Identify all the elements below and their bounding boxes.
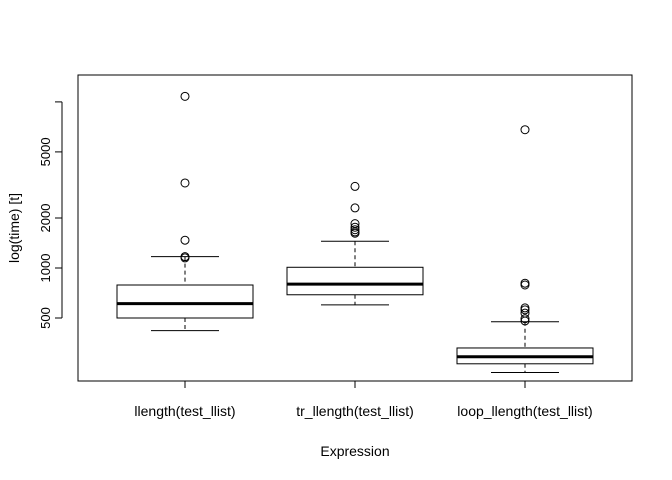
box-iqr bbox=[116, 284, 254, 319]
outlier-point bbox=[350, 219, 360, 229]
x-tick-label: llength(test_llist) bbox=[134, 403, 235, 419]
y-tick-label: 500 bbox=[38, 307, 53, 329]
outlier-point bbox=[520, 280, 530, 290]
x-tick-label: loop_llength(test_llist) bbox=[457, 403, 592, 419]
outlier-point bbox=[180, 91, 190, 101]
y-tick-label: 5000 bbox=[38, 137, 53, 166]
y-tick-label: 2000 bbox=[38, 204, 53, 233]
outlier-point bbox=[520, 303, 530, 313]
y-axis: 500 1000 2000 5000 bbox=[38, 101, 63, 329]
outlier-point bbox=[350, 222, 360, 232]
y-tick-label: 1000 bbox=[38, 254, 53, 283]
box-iqr bbox=[286, 266, 424, 296]
outlier-point bbox=[350, 181, 360, 191]
outlier-point bbox=[520, 125, 530, 135]
outlier-point bbox=[180, 178, 190, 188]
outlier-point bbox=[520, 278, 530, 288]
outlier-point bbox=[520, 314, 530, 324]
outlier-point bbox=[350, 203, 360, 213]
outlier-point bbox=[180, 252, 190, 262]
outlier-point bbox=[350, 225, 360, 235]
x-axis-label: Expression bbox=[320, 443, 389, 459]
outlier-point bbox=[520, 308, 530, 318]
box-group bbox=[116, 91, 594, 373]
y-axis-label: log(time) [t] bbox=[6, 193, 22, 263]
outlier-point bbox=[180, 235, 190, 245]
x-axis: llength(test_llist) tr_llength(test_llist… bbox=[134, 380, 593, 419]
x-tick-label: tr_llength(test_llist) bbox=[296, 403, 414, 419]
